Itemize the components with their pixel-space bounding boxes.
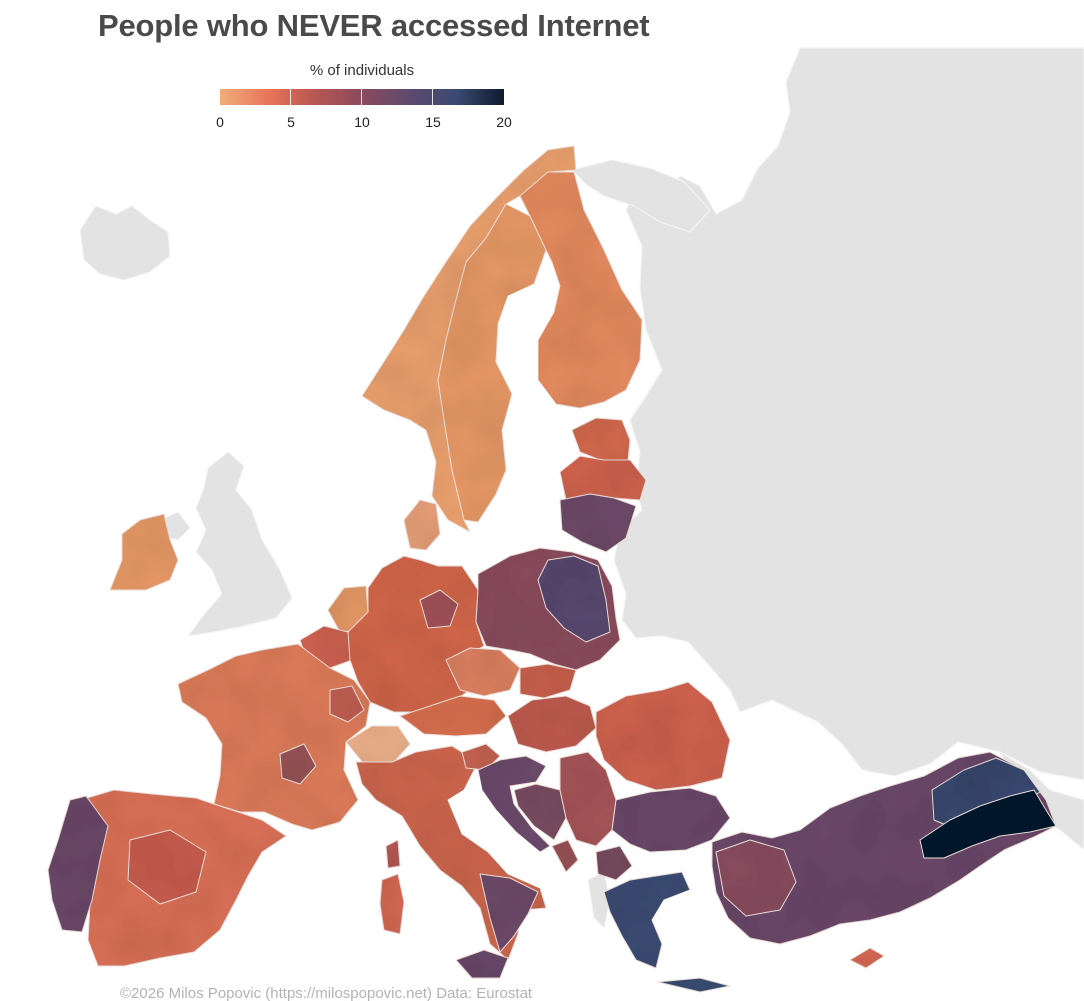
region-france-east <box>329 685 365 723</box>
legend-tick-label: 0 <box>216 114 224 130</box>
legend-bin-4 <box>433 89 504 105</box>
region-cyprus <box>849 947 885 969</box>
region-north-macedonia <box>595 845 633 881</box>
legend-color-bar <box>220 89 504 105</box>
region-latvia <box>559 455 647 501</box>
region-spain-central <box>127 829 207 905</box>
region-bosnia <box>513 783 567 841</box>
legend-tick-label: 5 <box>287 114 295 130</box>
region-crete <box>657 977 731 993</box>
region-romania <box>595 681 731 791</box>
region-hungary <box>507 695 597 753</box>
kola-landmass <box>570 159 711 233</box>
region-italy-south <box>479 873 539 953</box>
adriatic-sea <box>448 770 552 888</box>
legend-bin-3 <box>362 89 433 105</box>
map-title: People who NEVER accessed Internet <box>98 8 650 43</box>
aegean-sea <box>652 890 740 970</box>
region-germany-east <box>419 589 459 629</box>
region-bulgaria <box>611 787 731 853</box>
legend-title: % of individuals <box>309 62 415 79</box>
region-poland-east <box>537 555 611 643</box>
region-corsica <box>385 839 401 869</box>
data-regions <box>47 145 1057 993</box>
region-ireland <box>109 513 179 591</box>
region-france-south <box>279 743 317 785</box>
great-britain-shape <box>186 451 293 637</box>
region-turkey-southeast <box>919 789 1057 859</box>
region-czechia <box>445 647 521 697</box>
region-serbia <box>559 751 617 847</box>
credit-text: ©2026 Milos Popovic (https://milospopovi… <box>120 985 533 1001</box>
gulf-of-bothnia <box>498 284 560 460</box>
region-sardinia <box>379 873 405 935</box>
eastern-europe-landmass <box>613 47 1084 781</box>
iceland-shape <box>79 205 171 281</box>
region-finland <box>519 171 643 409</box>
legend-tick-label: 20 <box>496 114 512 130</box>
region-montenegro <box>551 839 579 873</box>
seas <box>448 284 740 970</box>
region-sicily <box>455 949 509 979</box>
region-france <box>177 643 371 831</box>
legend-bin-2 <box>291 89 362 105</box>
legend-tick-label: 15 <box>425 114 441 130</box>
legend-tick-label: 10 <box>354 114 370 130</box>
legend-bin-1 <box>220 89 291 105</box>
region-estonia <box>571 417 631 461</box>
no-data-west <box>79 205 611 930</box>
region-turkey-west <box>715 839 797 917</box>
region-lithuania <box>559 493 637 553</box>
region-denmark <box>403 499 441 551</box>
region-portugal <box>47 795 109 933</box>
region-slovakia <box>519 663 577 699</box>
region-austria <box>399 695 507 737</box>
